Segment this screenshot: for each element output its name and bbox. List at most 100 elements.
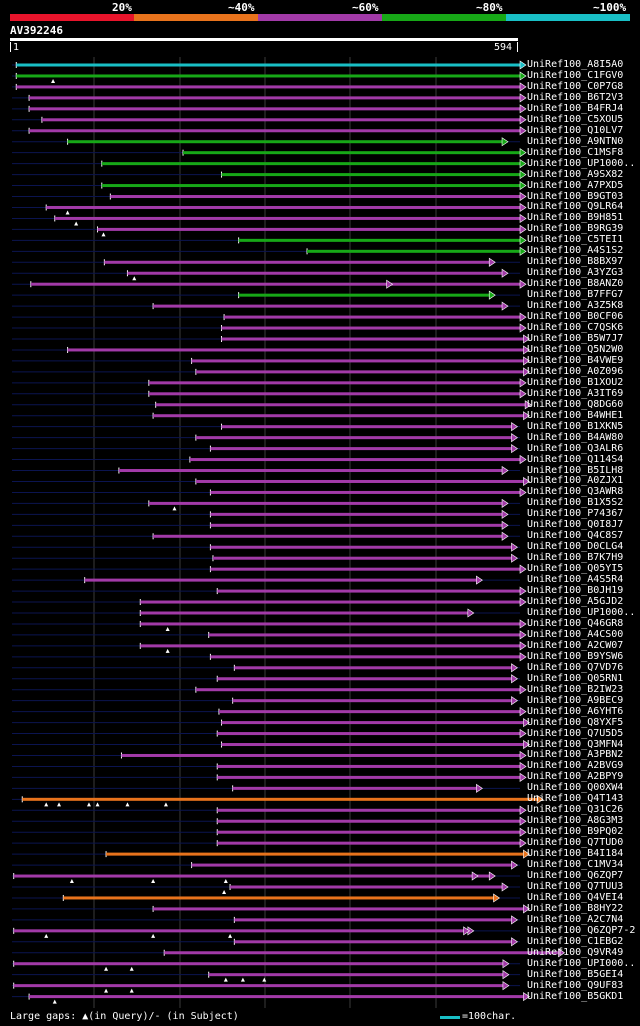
hit-row[interactable] xyxy=(12,60,527,70)
hit-row[interactable] xyxy=(12,794,544,807)
hit-label[interactable]: UniRef100_B4AW80 xyxy=(527,431,624,443)
hit-row[interactable] xyxy=(12,509,520,519)
hit-label[interactable]: UniRef100_B0CF06 xyxy=(527,311,624,323)
hit-row[interactable] xyxy=(12,444,520,454)
hit-label[interactable]: UniRef100_A4CS00 xyxy=(527,628,624,640)
hit-label[interactable]: UniRef100_Q05RN1 xyxy=(527,672,624,684)
hit-label[interactable]: UniRef100_C5TEI1 xyxy=(527,234,624,246)
hit-label[interactable]: UniRef100_A2BPY9 xyxy=(527,771,624,783)
hit-row[interactable] xyxy=(12,115,527,125)
hit-row[interactable] xyxy=(12,257,520,267)
hit-row[interactable] xyxy=(12,696,520,706)
hit-row[interactable] xyxy=(12,718,530,728)
hit-label[interactable]: UniRef100_B1XKN5 xyxy=(527,420,624,432)
hit-row[interactable] xyxy=(12,213,527,226)
hit-label[interactable]: UniRef100_B5W7J7 xyxy=(527,333,624,344)
hit-row[interactable] xyxy=(12,312,527,322)
hit-label[interactable]: UniRef100_B4I184 xyxy=(527,848,624,860)
hit-label[interactable]: UniRef100_P74367 xyxy=(527,508,624,520)
hit-label[interactable]: UniRef100_A3IT69 xyxy=(527,387,624,399)
hit-row[interactable] xyxy=(12,191,527,202)
hit-label[interactable]: UniRef100_Q8YXF5 xyxy=(527,716,624,728)
hit-row[interactable] xyxy=(12,882,520,894)
hit-label[interactable]: UniRef100_B8ANZ0 xyxy=(527,278,624,290)
hit-label[interactable]: UniRef100_Q4C8S7 xyxy=(527,530,624,542)
hit-row[interactable] xyxy=(12,454,527,465)
hit-label[interactable]: UniRef100_A2BVG9 xyxy=(527,760,624,772)
hit-row[interactable] xyxy=(12,915,520,925)
hit-row[interactable] xyxy=(12,597,527,607)
hit-label[interactable]: UniRef100_C1MV34 xyxy=(527,859,624,871)
hit-label[interactable]: UniRef100_B9H851 xyxy=(527,212,624,224)
hit-row[interactable] xyxy=(12,82,527,92)
hit-row[interactable] xyxy=(12,663,520,673)
hit-row[interactable] xyxy=(12,148,527,158)
hit-label[interactable]: UniRef100_A5GJD2 xyxy=(527,596,624,608)
hit-row[interactable] xyxy=(12,970,520,982)
hit-label[interactable]: UniRef100_A2CW07 xyxy=(527,639,624,651)
hit-row[interactable] xyxy=(12,345,530,355)
hit-row[interactable] xyxy=(12,378,527,388)
hit-label[interactable]: UniRef100_Q3AWR8 xyxy=(527,486,624,498)
hit-label[interactable]: UniRef100_Q7U5D5 xyxy=(527,727,624,739)
hit-label[interactable]: UniRef100_A9SX82 xyxy=(527,168,624,180)
hit-row[interactable] xyxy=(12,487,527,498)
hit-label[interactable]: UniRef100_Q0I8J7 xyxy=(527,519,624,531)
hit-label[interactable]: UniRef100_Q46GR8 xyxy=(527,617,624,629)
hit-label[interactable]: UniRef100_UP1000.. xyxy=(527,157,636,169)
hit-label[interactable]: UniRef100_A2C7N4 xyxy=(527,913,624,925)
hit-row[interactable] xyxy=(12,783,520,793)
hit-row[interactable] xyxy=(12,937,520,947)
hit-label[interactable]: UniRef100_B0JH19 xyxy=(527,585,624,597)
hit-label[interactable]: UniRef100_A0ZJX1 xyxy=(527,475,624,487)
hit-label[interactable]: UniRef100_Q00XW4 xyxy=(527,782,624,794)
hit-row[interactable] xyxy=(12,93,527,103)
hit-row[interactable] xyxy=(12,224,527,237)
hit-label[interactable]: UniRef100_Q9VR49 xyxy=(527,946,624,958)
hit-row[interactable] xyxy=(12,761,527,772)
hit-label[interactable]: UniRef100_A3Z5K8 xyxy=(527,300,624,312)
hit-row[interactable] xyxy=(12,674,520,684)
hit-label[interactable]: UniRef100_A9NTN0 xyxy=(527,135,624,147)
hit-row[interactable] xyxy=(12,641,527,653)
hit-row[interactable] xyxy=(12,652,527,662)
hit-label[interactable]: UniRef100_C5XOU5 xyxy=(527,113,624,125)
hit-row[interactable] xyxy=(12,926,520,938)
hit-row[interactable] xyxy=(12,159,527,169)
hit-label[interactable]: UniRef100_B4VWE9 xyxy=(527,354,624,366)
hit-label[interactable]: UniRef100_C7QSK6 xyxy=(527,322,624,334)
hit-row[interactable] xyxy=(12,137,520,147)
hit-row[interactable] xyxy=(12,542,520,552)
hit-label[interactable]: UniRef100_B9RG39 xyxy=(527,223,624,235)
hit-label[interactable]: UniRef100_Q9UF83 xyxy=(527,979,624,991)
hit-row[interactable] xyxy=(12,279,527,289)
hit-row[interactable] xyxy=(12,827,527,837)
hit-row[interactable] xyxy=(12,235,527,245)
hit-row[interactable] xyxy=(12,728,527,739)
hit-row[interactable] xyxy=(12,520,520,530)
hit-label[interactable]: UniRef100_B6T2V3 xyxy=(527,91,624,103)
hit-label[interactable]: UniRef100_UPI000.. xyxy=(527,957,636,969)
hit-row[interactable] xyxy=(12,959,520,971)
hit-row[interactable] xyxy=(12,981,520,993)
hit-row[interactable] xyxy=(12,750,527,761)
hit-row[interactable] xyxy=(12,816,527,826)
hit-label[interactable]: UniRef100_B1XOU2 xyxy=(527,376,624,388)
hit-label[interactable]: UniRef100_A6YHT6 xyxy=(527,705,624,717)
hit-label[interactable]: UniRef100_C1MSF8 xyxy=(527,146,624,158)
hit-row[interactable] xyxy=(12,433,520,443)
hit-label[interactable]: UniRef100_A8G3M3 xyxy=(527,815,624,827)
hit-label[interactable]: UniRef100_D0CLG4 xyxy=(527,541,624,553)
hit-label[interactable]: UniRef100_A4S5R4 xyxy=(527,574,624,586)
hit-row[interactable] xyxy=(12,739,530,750)
hit-row[interactable] xyxy=(12,553,520,563)
hit-row[interactable] xyxy=(12,608,520,618)
hit-row[interactable] xyxy=(12,805,527,815)
hit-row[interactable] xyxy=(12,356,530,366)
hit-label[interactable]: UniRef100_Q7VD76 xyxy=(527,661,624,673)
hit-row[interactable] xyxy=(12,860,520,870)
hit-row[interactable] xyxy=(12,400,532,410)
hit-row[interactable] xyxy=(12,126,527,136)
hit-row[interactable] xyxy=(12,498,520,511)
hit-row[interactable] xyxy=(12,411,530,421)
